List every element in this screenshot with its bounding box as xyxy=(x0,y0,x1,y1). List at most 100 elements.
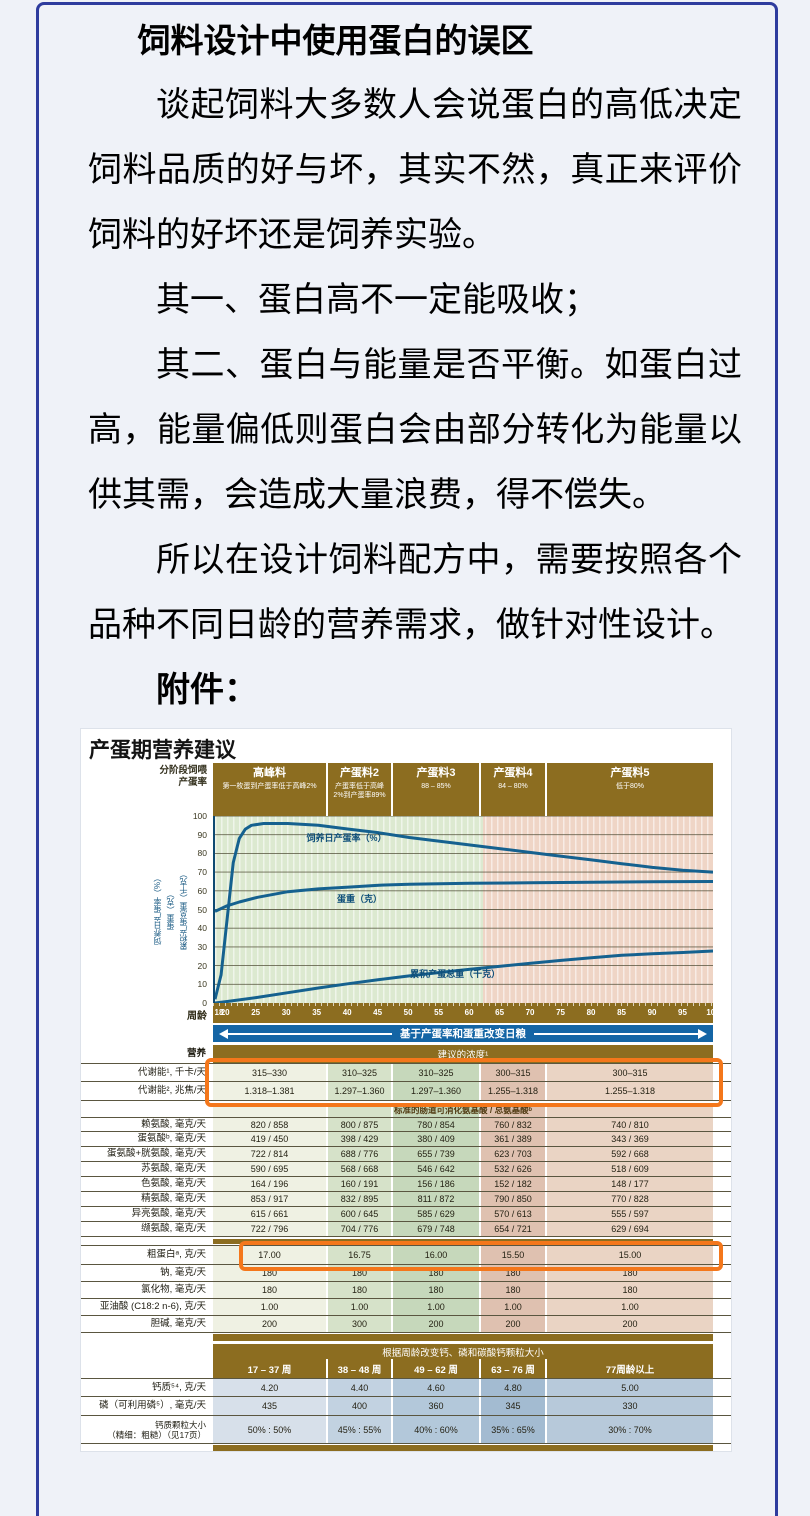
x-tick: 25 xyxy=(251,1008,261,1017)
table-cell: 615 / 661 xyxy=(213,1207,326,1221)
x-tick: 65 xyxy=(495,1008,505,1017)
table-cell: 148 / 177 xyxy=(547,1177,713,1191)
attachment-figure: 产蛋期营养建议 分阶段饲喂 产蛋率 高峰料 第一枚蛋到产蛋率低于高峰2% 产蛋料2 产… xyxy=(80,728,732,1452)
phase-subtitle: 产蛋率低于高峰2%到产蛋率89% xyxy=(333,783,386,799)
x-tick: 20 xyxy=(220,1008,230,1017)
table-cell: 435 xyxy=(213,1397,326,1415)
divider-row xyxy=(81,1445,731,1451)
table-row: 代谢能¹, 千卡/天 315–330 310–325 310–325 300–315 30… xyxy=(81,1063,731,1082)
diet-band-row: 基于产蛋率和蛋重改变日粮 xyxy=(81,1025,731,1042)
nutrition-header-row: 营养 建议的浓度¹ xyxy=(81,1045,731,1063)
phase-subtitle: 低于80% xyxy=(615,783,644,790)
divider-bar xyxy=(213,1239,713,1244)
table-cell: 623 / 703 xyxy=(481,1147,545,1161)
y-tick: 70 xyxy=(197,867,207,878)
table-cell: 4.20 xyxy=(213,1379,326,1396)
table-cell: 180 xyxy=(547,1265,713,1281)
figure-title: 产蛋期营养建议 xyxy=(89,739,236,762)
diet-change-band: 基于产蛋率和蛋重改变日粮 xyxy=(213,1025,713,1042)
minerals-header-row: 根据周龄改变钙、磷和碳酸钙颗粒大小 xyxy=(81,1344,731,1359)
table-cell: 16.00 xyxy=(393,1246,479,1264)
phase-subtitle: 第一枚蛋到产蛋率低于高峰2% xyxy=(222,783,317,790)
table-cell: 35% : 65% xyxy=(481,1416,545,1443)
y-tick: 100 xyxy=(192,811,207,821)
table-row: 赖氨酸, 毫克/天 820 / 858 800 / 875 780 / 854 760 … xyxy=(81,1117,731,1132)
paragraph: 其二、蛋白与能量是否平衡。如蛋白过高，能量偏低则蛋白会由部分转化为能量以供其需，… xyxy=(88,346,742,514)
table-cell: 770 / 828 xyxy=(547,1192,713,1206)
table-cell: 532 / 626 xyxy=(481,1162,545,1176)
y-tick: 0 xyxy=(202,998,207,1008)
table-cell: 345 xyxy=(481,1397,545,1415)
row-label: 亚油酸 (C18:2 n-6), 克/天 xyxy=(99,1301,206,1312)
minerals-column-header: 63 – 76 周 xyxy=(481,1359,545,1378)
table-cell: 740 / 810 xyxy=(547,1118,713,1131)
phase-subtitle: 84 – 80% xyxy=(498,783,528,790)
curve-line xyxy=(215,949,713,1003)
table-cell: 688 / 776 xyxy=(328,1147,391,1161)
divider-spacer xyxy=(81,1334,211,1341)
table-cell: 568 / 668 xyxy=(328,1162,391,1176)
table-cell: 300 xyxy=(328,1316,391,1332)
table-cell: 760 / 832 xyxy=(481,1118,545,1131)
row-label: 色氨酸, 毫克/天 xyxy=(141,1178,206,1189)
table-cell: 655 / 739 xyxy=(393,1147,479,1161)
content-frame xyxy=(36,2,778,1516)
table-cell: 654 / 721 xyxy=(481,1222,545,1236)
divider-bar xyxy=(213,1445,713,1451)
x-axis-band: 18 20 25 30 35 40 45 50 55 60 65 70 75 80 85 90 95 100 xyxy=(213,1003,720,1023)
table-row: 代谢能², 兆焦/天 1.318–1.381 1.297–1.360 1.297–1.… xyxy=(81,1082,731,1101)
other-nutrient-rows: 粗蛋白ᵃ, 克/天 17.00 16.75 16.00 15.50 15.00 钠, 毫克/… xyxy=(81,1245,731,1333)
divider-row xyxy=(81,1334,731,1341)
divider-bar xyxy=(213,1334,713,1341)
row-label: 氯化物, 毫克/天 xyxy=(141,1284,206,1295)
x-tick: 30 xyxy=(281,1008,291,1017)
row-label: 精氨酸, 毫克/天 xyxy=(141,1193,206,1204)
table-cell: 16.75 xyxy=(328,1246,391,1264)
body-paragraphs: 谈起饲料大多数人会说蛋白的高低决定饲料品质的好与坏，其实不然，真正来评价饲料的好… xyxy=(88,73,742,723)
curve-line xyxy=(215,822,713,1000)
table-cell: 310–325 xyxy=(393,1064,479,1081)
table-cell: 200 xyxy=(547,1316,713,1332)
table-cell: 300–315 xyxy=(547,1064,713,1081)
table-cell: 600 / 645 xyxy=(328,1207,391,1221)
x-tick: 100 xyxy=(706,1008,720,1017)
row-label: 代谢能², 兆焦/天 xyxy=(137,1085,206,1096)
mineral-rows: 钙质⁵⁴, 克/天 4.20 4.40 4.60 4.80 5.00 磷（可利用磷⁵）, 毫… xyxy=(81,1378,731,1444)
table-cell: 790 / 850 xyxy=(481,1192,545,1206)
minerals-header-spacer xyxy=(81,1344,211,1359)
x-tick: 90 xyxy=(647,1008,657,1017)
phase-label-line2: 产蛋率 xyxy=(178,777,207,788)
x-tick: 45 xyxy=(373,1008,383,1017)
table-cell: 1.00 xyxy=(547,1299,713,1315)
row-label: 钙质颗粒大小 （精细：粗糙）（见17页） xyxy=(107,1419,206,1440)
y-tick: 20 xyxy=(197,960,207,971)
phase-box: 产蛋料3 88 – 85% xyxy=(393,763,479,816)
table-row: 钙质⁵⁴, 克/天 4.20 4.40 4.60 4.80 5.00 xyxy=(81,1378,731,1397)
table-cell: 518 / 609 xyxy=(547,1162,713,1176)
x-tick: 70 xyxy=(525,1008,535,1017)
x-tick: 55 xyxy=(434,1008,444,1017)
curve-label: 饲养日产蛋率（%） xyxy=(306,832,387,843)
article: 饲料设计中使用蛋白的误区 谈起饲料大多数人会说蛋白的高低决定饲料品质的好与坏，其… xyxy=(88,8,742,723)
table-cell: 1.255–1.318 xyxy=(547,1082,713,1100)
phase-label-line1: 分阶段饲喂 xyxy=(159,765,207,776)
phase-box: 高峰料 第一枚蛋到产蛋率低于高峰2% xyxy=(213,763,326,816)
table-cell: 722 / 796 xyxy=(213,1222,326,1236)
y-tick: 80 xyxy=(197,848,207,859)
page-title: 饲料设计中使用蛋白的误区 xyxy=(137,22,534,59)
chart-svg xyxy=(215,816,713,1003)
table-cell: 17.00 xyxy=(213,1246,326,1264)
x-axis-row: 周龄 18 20 25 30 35 40 45 50 55 60 65 70 75 80 85 90 95 100 xyxy=(81,1003,731,1023)
row-label: 缬氨酸, 毫克/天 xyxy=(141,1223,206,1234)
table-cell: 1.00 xyxy=(393,1299,479,1315)
table-cell: 180 xyxy=(393,1265,479,1281)
table-cell: 330 xyxy=(547,1397,713,1415)
curve-label: 累积产蛋总重（千克） xyxy=(410,969,501,980)
table-cell: 1.00 xyxy=(328,1299,391,1315)
table-cell: 780 / 854 xyxy=(393,1118,479,1131)
table-cell: 200 xyxy=(481,1316,545,1332)
row-label: 代谢能¹, 千卡/天 xyxy=(137,1066,206,1078)
x-tick: 50 xyxy=(403,1008,413,1017)
table-row: 蛋氨酸ᵇ, 毫克/天 419 / 450 398 / 429 380 / 409 361… xyxy=(81,1132,731,1147)
